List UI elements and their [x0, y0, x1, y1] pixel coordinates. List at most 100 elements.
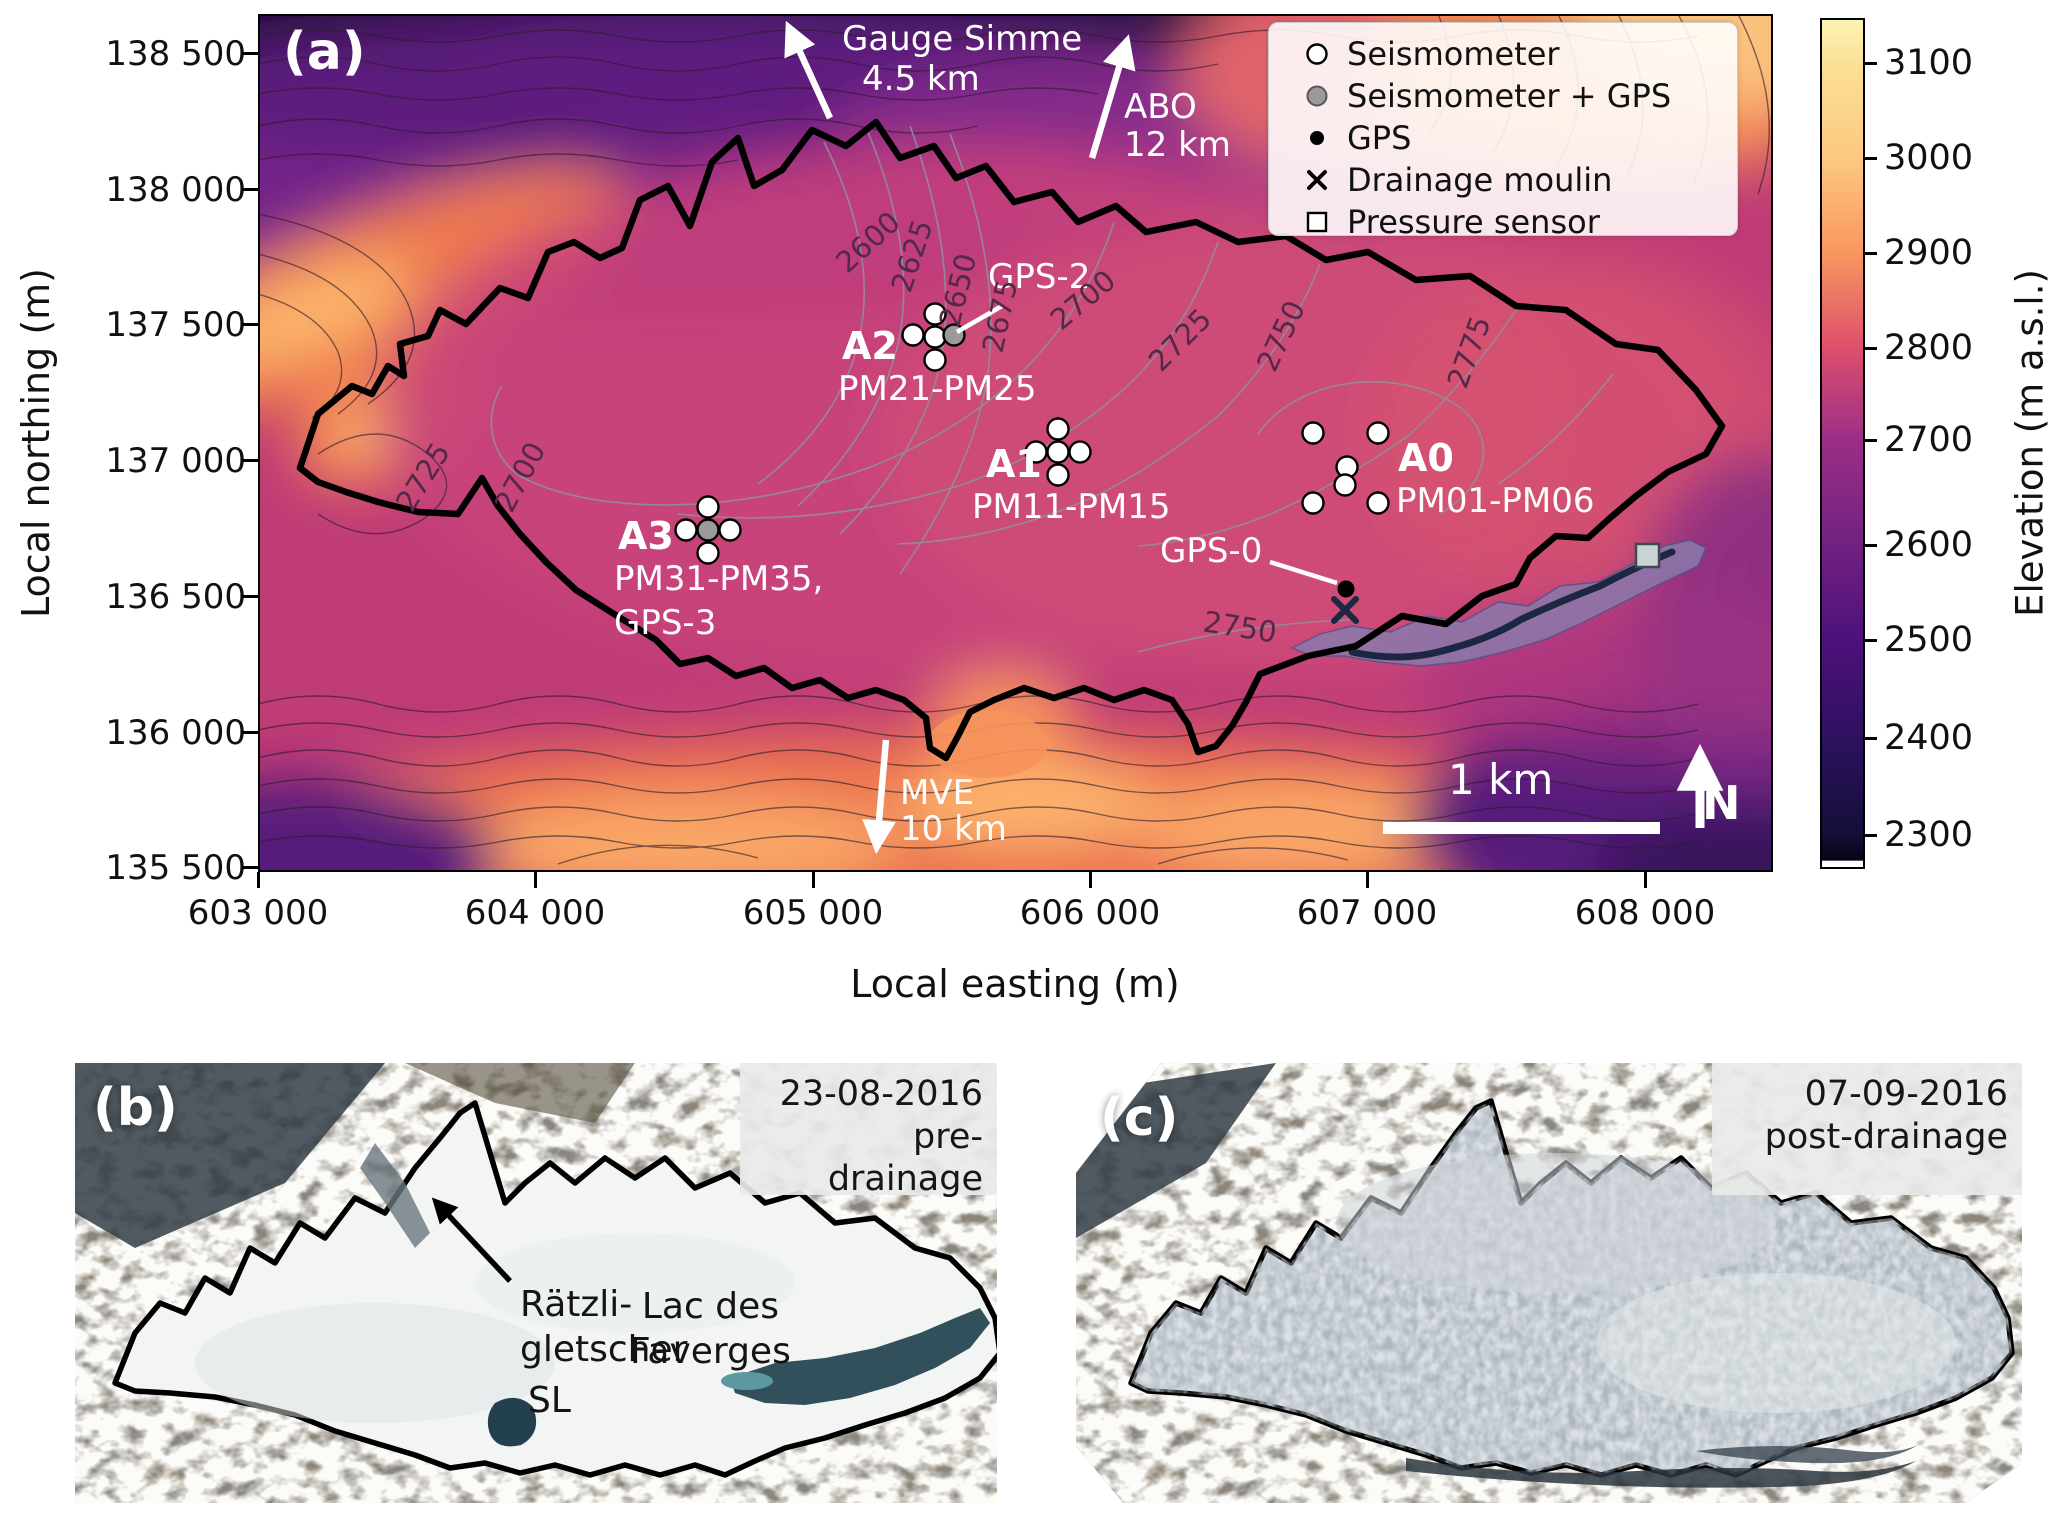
lake-faverges-photo: [730, 1308, 990, 1405]
colorbar-tick: [1865, 834, 1877, 837]
seismometer-gps-circle-icon: [1287, 83, 1347, 109]
x-tick-label: 605 000: [742, 893, 884, 933]
abo-note: ABO: [1124, 87, 1197, 127]
colorbar-title: Elevation (m a.s.l.): [2008, 269, 2052, 617]
colorbar-tick-label: 2800: [1884, 328, 1974, 368]
gauge-simme-note: Gauge Simme: [842, 19, 1083, 59]
seismometer-circle-icon: [1287, 41, 1347, 67]
shadow-area: [75, 1063, 385, 1248]
y-tick-mark: [242, 188, 258, 191]
x-tick-label: 606 000: [1019, 893, 1161, 933]
x-tick-mark: [1089, 872, 1092, 888]
gauge-simme-arrow: [784, 20, 833, 120]
gps2-pointer-line: [955, 304, 1004, 334]
site-a3-stations: PM31-PM35,: [614, 559, 824, 599]
array-a0-markers: [1301, 421, 1390, 515]
array-a2-markers: [901, 302, 966, 372]
colorbar: [1820, 18, 1865, 869]
y-tick-mark: [242, 52, 258, 55]
y-axis-title: Local northing (m): [14, 267, 58, 619]
array-a1-markers: [1024, 417, 1092, 487]
y-tick-mark: [242, 323, 258, 326]
site-a2-name: A2: [842, 324, 898, 368]
gauge-simme-distance: 4.5 km: [862, 59, 980, 99]
colorbar-tick: [1865, 62, 1877, 65]
gps0-marker: [1337, 580, 1355, 598]
panel-b-label: (b): [93, 1078, 178, 1138]
mve-arrow: [862, 739, 896, 855]
array-a3-markers: [674, 495, 742, 565]
lac-label-line1: Lac des: [641, 1286, 779, 1327]
panel-a-label: (a): [283, 22, 366, 82]
colorbar-tick-label: 2600: [1884, 525, 1974, 565]
colorbar-tick-label: 3000: [1884, 138, 1974, 178]
colorbar-tick-label: 2900: [1884, 233, 1974, 273]
pressure-sensor-marker: [1634, 542, 1661, 569]
ratzligletscher-label: Rätzli- gletscher: [520, 1282, 687, 1372]
colorbar-tick: [1865, 157, 1877, 160]
legend-label: Seismometer: [1347, 35, 1560, 73]
colorbar-tick-label: 3100: [1884, 43, 1974, 83]
rock-ridge: [405, 1063, 635, 1123]
site-a3-gps: GPS-3: [614, 603, 717, 643]
panel-c-date-box: 07-09-2016 post-drainage: [1712, 1063, 2022, 1195]
y-tick-label: 137 000: [105, 441, 246, 481]
x-tick-mark: [1644, 872, 1647, 888]
sl-lake: [487, 1397, 537, 1447]
y-tick-mark: [242, 595, 258, 598]
abo-arrow: [1088, 34, 1136, 159]
y-tick-label: 138 500: [105, 34, 246, 74]
colorbar-tick: [1865, 347, 1877, 350]
x-tick-mark: [1366, 872, 1369, 888]
site-a0-name: A0: [1398, 436, 1454, 480]
x-tick-mark: [257, 872, 260, 888]
mve-note: MVE: [900, 773, 975, 813]
site-a1-name: A1: [986, 442, 1042, 486]
pressure-square-icon: [1287, 209, 1347, 235]
site-a3-name: A3: [618, 514, 674, 558]
y-tick-label: 137 500: [105, 305, 246, 345]
rock-outcrop: [928, 710, 1048, 778]
panel-b-date: 23-08-2016: [779, 1074, 983, 1114]
lake-faverges: [1290, 539, 1707, 667]
colorbar-tick: [1865, 639, 1877, 642]
site-a0-stations: PM01-PM06: [1396, 481, 1595, 521]
site-a1-stations: PM11-PM15: [972, 487, 1171, 527]
aerial-photo-pre-drainage: [75, 1063, 997, 1503]
panel-b-date-box: 23-08-2016 pre-drainage: [740, 1063, 997, 1199]
gps2-label: GPS-2: [988, 257, 1091, 297]
colorbar-tick-label: 2300: [1884, 815, 1974, 855]
colorbar-tick: [1865, 544, 1877, 547]
contour-lines-rock: [258, 14, 1770, 865]
legend-label: Pressure sensor: [1347, 203, 1600, 241]
ratzligletscher-label-line1: Rätzli-: [520, 1284, 633, 1325]
drained-lake-basin: [1406, 1458, 1916, 1488]
legend-row-gps: GPS: [1269, 117, 1737, 159]
legend-label: Drainage moulin: [1347, 161, 1613, 199]
panel-c-date: 07-09-2016: [1804, 1074, 2008, 1114]
colorbar-tick: [1865, 737, 1877, 740]
y-tick-label: 136 000: [105, 713, 246, 753]
station-markers: [674, 302, 1661, 624]
y-tick-label: 135 500: [105, 848, 246, 888]
x-tick-mark: [812, 872, 815, 888]
gps-dot-icon: [1287, 125, 1347, 151]
y-tick-mark: [242, 731, 258, 734]
aerial-photo-post-drainage: [1076, 1063, 2022, 1503]
colorbar-tick-label: 2500: [1884, 620, 1974, 660]
lake-shallow-edge: [721, 1372, 773, 1390]
moulin-cross-icon: [1287, 167, 1347, 193]
ratzligletscher-arrow: [431, 1197, 513, 1283]
legend-row-pressure: Pressure sensor: [1269, 201, 1737, 243]
panel-c-phase: post-drainage: [1764, 1116, 2008, 1157]
x-tick-label: 608 000: [1574, 893, 1716, 933]
colorbar-tick: [1865, 252, 1877, 255]
y-tick-mark: [242, 459, 258, 462]
drainage-channel: [1348, 548, 1676, 661]
abo-distance: 12 km: [1124, 125, 1231, 165]
x-tick-mark: [534, 872, 537, 888]
ratzligletscher-label-line2: gletscher: [520, 1329, 688, 1370]
colorbar-tick: [1865, 439, 1877, 442]
gps0-label: GPS-0: [1160, 531, 1263, 571]
mve-distance: 10 km: [900, 809, 1007, 849]
